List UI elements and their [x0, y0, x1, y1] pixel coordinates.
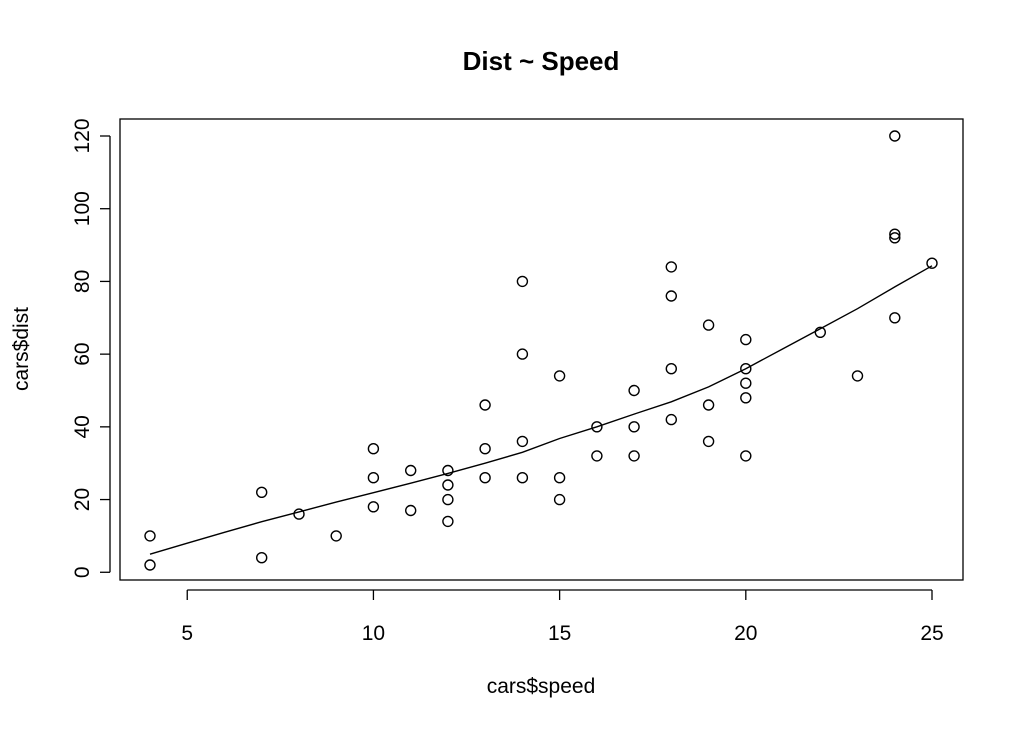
data-point [628, 421, 640, 433]
y-tick-label: 100 [71, 191, 94, 226]
data-point [665, 290, 677, 302]
data-point [293, 508, 305, 520]
x-tick-label: 20 [734, 622, 757, 645]
data-point [740, 333, 752, 346]
data-point [442, 493, 454, 506]
data-point [367, 443, 380, 455]
x-axis: 5 10 15 20 25 [181, 589, 944, 645]
data-point [665, 363, 677, 375]
y-tick-label: 120 [71, 118, 94, 153]
data-point [553, 472, 566, 484]
data-point [256, 552, 268, 564]
data-point [889, 228, 901, 240]
y-tick-label: 0 [71, 566, 94, 578]
data-point [516, 472, 529, 484]
x-tick-label: 5 [181, 622, 193, 645]
data-point [442, 515, 454, 528]
data-point [442, 479, 454, 491]
data-point [144, 559, 156, 571]
data-point [516, 348, 529, 360]
data-point [516, 435, 529, 448]
data-point [591, 450, 603, 462]
y-tick-label: 80 [71, 270, 94, 293]
data-point [814, 326, 826, 338]
data-point [367, 501, 380, 513]
x-tick-label: 25 [920, 622, 943, 645]
data-point [889, 130, 901, 142]
data-point [665, 261, 677, 273]
data-point [702, 435, 715, 448]
data-points [144, 130, 938, 571]
data-point [479, 443, 491, 455]
data-point [628, 450, 640, 462]
data-point [665, 413, 677, 426]
smooth-line [149, 265, 933, 555]
data-point [367, 472, 380, 484]
data-point [702, 319, 715, 331]
data-point [591, 421, 603, 433]
data-point [330, 530, 342, 542]
y-tick-label: 60 [71, 342, 94, 365]
x-tick-label: 15 [548, 622, 571, 645]
data-point [740, 450, 752, 462]
data-point [553, 370, 566, 382]
data-point [702, 399, 715, 411]
x-axis-title: cars$speed [487, 675, 596, 698]
y-tick-label: 20 [71, 488, 94, 511]
data-point [479, 399, 491, 411]
data-point [442, 464, 454, 477]
data-point [740, 392, 752, 404]
data-point [516, 275, 529, 288]
data-point [851, 370, 864, 382]
x-tick-label: 10 [362, 622, 385, 645]
y-axis-title: cars$dist [10, 307, 33, 391]
data-point [889, 232, 901, 244]
chart-title: Dist ~ Speed [463, 46, 620, 76]
data-point [256, 486, 268, 498]
data-point [628, 384, 640, 397]
y-axis: 0 20 40 60 80 100 120 [71, 118, 111, 578]
y-tick-label: 40 [71, 415, 94, 438]
data-point [479, 472, 491, 484]
data-point [926, 257, 938, 269]
data-point [740, 363, 752, 375]
data-point [144, 530, 156, 542]
data-point [553, 493, 566, 506]
data-point [405, 464, 417, 477]
data-point [405, 504, 417, 517]
data-point [889, 312, 901, 324]
plot-box [119, 118, 964, 581]
data-point [740, 377, 752, 389]
